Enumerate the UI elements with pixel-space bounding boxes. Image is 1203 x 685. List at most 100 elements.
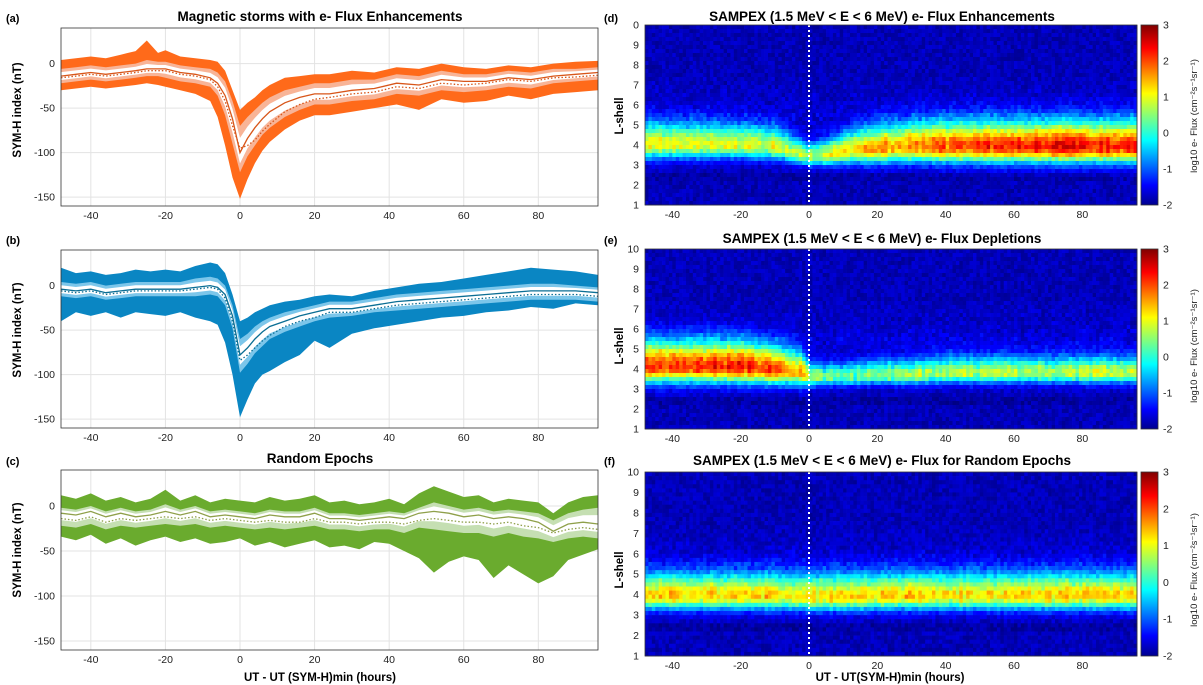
heatmap-cell bbox=[976, 69, 981, 74]
heatmap-cell bbox=[911, 201, 916, 206]
heatmap-cell bbox=[966, 177, 970, 182]
heatmap-cell bbox=[750, 197, 755, 202]
heatmap-cell bbox=[1014, 101, 1018, 106]
heatmap-cell bbox=[679, 193, 683, 198]
heatmap-cell bbox=[846, 77, 851, 82]
heatmap-cell bbox=[1003, 81, 1008, 86]
heatmap-cell bbox=[952, 89, 957, 94]
heatmap-cell bbox=[969, 121, 974, 126]
heatmap-cell bbox=[682, 101, 687, 106]
heatmap-cell bbox=[809, 121, 813, 126]
heatmap-cell bbox=[703, 25, 707, 30]
heatmap-cell bbox=[819, 45, 824, 50]
heatmap-cell bbox=[867, 69, 871, 74]
heatmap-cell bbox=[648, 41, 653, 46]
heatmap-cell bbox=[979, 105, 984, 110]
heatmap-cell bbox=[880, 109, 885, 114]
heatmap-cell bbox=[713, 29, 718, 34]
heatmap-cell bbox=[815, 57, 820, 62]
heatmap-cell bbox=[911, 41, 916, 46]
heatmap-cell bbox=[805, 133, 810, 138]
heatmap-cell bbox=[880, 137, 885, 142]
heatmap-cell bbox=[761, 197, 765, 202]
heatmap-cell bbox=[867, 157, 871, 162]
heatmap-cell bbox=[812, 69, 817, 74]
heatmap-cell bbox=[795, 189, 800, 194]
heatmap-cell bbox=[819, 81, 824, 86]
heatmap-cell bbox=[682, 201, 687, 206]
heatmap-cell bbox=[771, 133, 776, 138]
heatmap-cell bbox=[843, 81, 847, 86]
heatmap-cell bbox=[798, 149, 803, 154]
heatmap-cell bbox=[959, 177, 964, 182]
heatmap-cell bbox=[969, 53, 974, 58]
heatmap-cell bbox=[938, 105, 943, 110]
heatmap-cell bbox=[658, 189, 663, 194]
heatmap-cell bbox=[897, 73, 902, 78]
heatmap-cell bbox=[856, 197, 861, 202]
heatmap-cell bbox=[655, 113, 660, 118]
heatmap-cell bbox=[795, 49, 800, 54]
heatmap-cell bbox=[826, 33, 830, 38]
heatmap-cell bbox=[781, 61, 786, 66]
heatmap-cell bbox=[1003, 157, 1008, 162]
heatmap-cell bbox=[795, 129, 800, 134]
heatmap-cell bbox=[928, 137, 933, 142]
heatmap-cell bbox=[901, 61, 906, 66]
heatmap-cell bbox=[949, 161, 953, 166]
heatmap-cell bbox=[788, 89, 793, 94]
heatmap-cell bbox=[648, 177, 653, 182]
heatmap-cell bbox=[709, 41, 714, 46]
heatmap-cell bbox=[979, 85, 984, 90]
heatmap-cell bbox=[703, 137, 707, 142]
heatmap-cell bbox=[655, 49, 660, 54]
heatmap-cell bbox=[682, 85, 687, 90]
heatmap-cell bbox=[778, 201, 783, 206]
heatmap-cell bbox=[884, 197, 888, 202]
heatmap-cell bbox=[979, 181, 984, 186]
heatmap-cell bbox=[918, 153, 923, 158]
heatmap-cell bbox=[819, 109, 824, 114]
heatmap-cell bbox=[979, 53, 984, 58]
heatmap-cell bbox=[846, 149, 851, 154]
heatmap-cell bbox=[860, 129, 865, 134]
heatmap-cell bbox=[891, 53, 895, 58]
heatmap-cell bbox=[744, 173, 748, 178]
heatmap-cell bbox=[983, 81, 988, 86]
heatmap-cell bbox=[778, 121, 783, 126]
heatmap-cell bbox=[658, 61, 663, 66]
heatmap-cell bbox=[955, 141, 960, 146]
heatmap-cell bbox=[846, 153, 851, 158]
heatmap-cell bbox=[764, 157, 769, 162]
heatmap-cell bbox=[822, 73, 827, 78]
heatmap-cell bbox=[880, 77, 885, 82]
heatmap-cell bbox=[993, 69, 998, 74]
heatmap-cell bbox=[651, 137, 656, 142]
heatmap-cell bbox=[791, 117, 796, 122]
heatmap-cell bbox=[682, 45, 687, 50]
heatmap-cell bbox=[973, 45, 977, 50]
heatmap-cell bbox=[945, 153, 950, 158]
heatmap-cell bbox=[880, 117, 885, 122]
heatmap-cell bbox=[966, 125, 970, 130]
heatmap-cell bbox=[699, 25, 704, 30]
heatmap-cell bbox=[894, 89, 899, 94]
heatmap-cell bbox=[1007, 77, 1011, 82]
heatmap-cell bbox=[686, 109, 690, 114]
heatmap-cell bbox=[809, 145, 813, 150]
heatmap-cell bbox=[1000, 69, 1005, 74]
heatmap-cell bbox=[829, 193, 834, 198]
heatmap-cell bbox=[686, 29, 690, 34]
heatmap-cell bbox=[829, 41, 834, 46]
heatmap-cell bbox=[935, 37, 940, 42]
heatmap-cell bbox=[648, 129, 653, 134]
heatmap-cell bbox=[884, 137, 888, 142]
heatmap-cell bbox=[880, 177, 885, 182]
heatmap-cell bbox=[986, 33, 991, 38]
heatmap-cell bbox=[914, 101, 919, 106]
heatmap-cell bbox=[966, 105, 970, 110]
heatmap-cell bbox=[788, 129, 793, 134]
heatmap-cell bbox=[884, 165, 888, 170]
heatmap-cell bbox=[870, 49, 875, 54]
heatmap-cell bbox=[990, 73, 994, 78]
